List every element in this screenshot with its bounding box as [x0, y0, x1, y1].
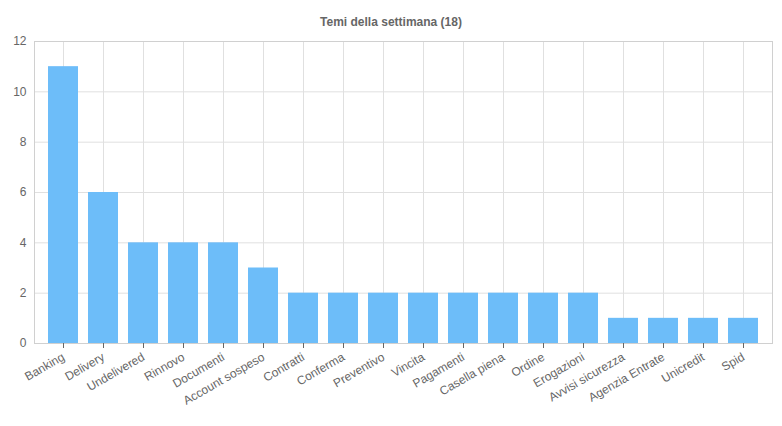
svg-text:4: 4 — [20, 236, 27, 250]
svg-text:Preventivo: Preventivo — [331, 350, 387, 391]
svg-text:Undelivered: Undelivered — [84, 350, 146, 394]
svg-text:Erogazioni: Erogazioni — [530, 349, 587, 391]
svg-text:Banking: Banking — [22, 350, 67, 384]
svg-text:0: 0 — [20, 336, 27, 350]
svg-text:2: 2 — [20, 286, 27, 300]
svg-text:Rinnovo: Rinnovo — [141, 349, 187, 384]
svg-text:Avvisi sicurezza: Avvisi sicurezza — [546, 349, 627, 405]
svg-text:Pagamenti: Pagamenti — [410, 349, 467, 391]
svg-text:Delivery: Delivery — [62, 349, 107, 384]
svg-text:Conferma: Conferma — [294, 349, 347, 389]
svg-text:Account sospeso: Account sospeso — [181, 350, 267, 408]
svg-text:Vincita: Vincita — [388, 349, 427, 380]
svg-text:Agenzia Entrate: Agenzia Entrate — [586, 350, 667, 405]
svg-text:Casella piena: Casella piena — [437, 350, 507, 399]
svg-text:Documenti: Documenti — [170, 349, 227, 391]
svg-text:Contratti: Contratti — [260, 349, 307, 385]
svg-text:Ordine: Ordine — [508, 349, 547, 380]
svg-text:12: 12 — [13, 34, 27, 48]
svg-text:8: 8 — [20, 135, 27, 149]
svg-text:Unicredit: Unicredit — [659, 349, 708, 385]
svg-text:Spid: Spid — [719, 350, 747, 374]
svg-text:10: 10 — [13, 85, 27, 99]
svg-text:6: 6 — [20, 185, 27, 199]
html-text:Temi della settimana (18): Temi della settimana (18) — [320, 15, 462, 29]
